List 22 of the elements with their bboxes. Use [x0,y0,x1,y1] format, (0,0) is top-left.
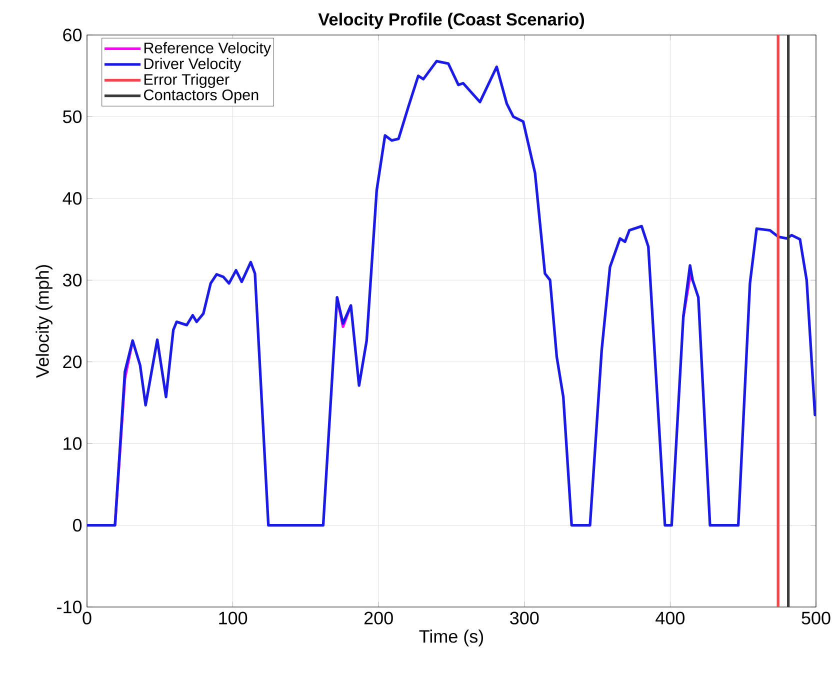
x-axis-title: Time (s) [419,630,484,646]
legend-label: Driver Velocity [144,58,242,72]
x-tick-label: 0 [82,612,92,624]
y-tick-label: 10 [64,437,82,450]
x-tick-label: 300 [510,612,539,624]
line-series [87,60,816,527]
x-tick-label: 400 [656,612,685,624]
x-tick-label: 100 [219,612,248,624]
legend-label: Reference Velocity [144,42,272,56]
y-tick-label: 30 [62,274,82,286]
y-tick-label: -10 [57,600,82,614]
x-tick-label: 200 [364,612,393,624]
y-tick-label: 20 [63,355,82,368]
legend-label: Error Trigger [144,74,230,88]
y-tick-label: 50 [62,110,82,124]
y-tick-label: 40 [62,192,82,205]
x-tick-label: 500 [802,612,830,624]
y-axis-title: Velocity (mph) [36,265,52,378]
legend-label: Contactors Open [144,89,258,104]
chart-title: Velocity Profile (Coast Scenario) [318,12,584,29]
y-tick-label: 60 [63,28,82,42]
y-tick-label: 0 [72,518,82,532]
